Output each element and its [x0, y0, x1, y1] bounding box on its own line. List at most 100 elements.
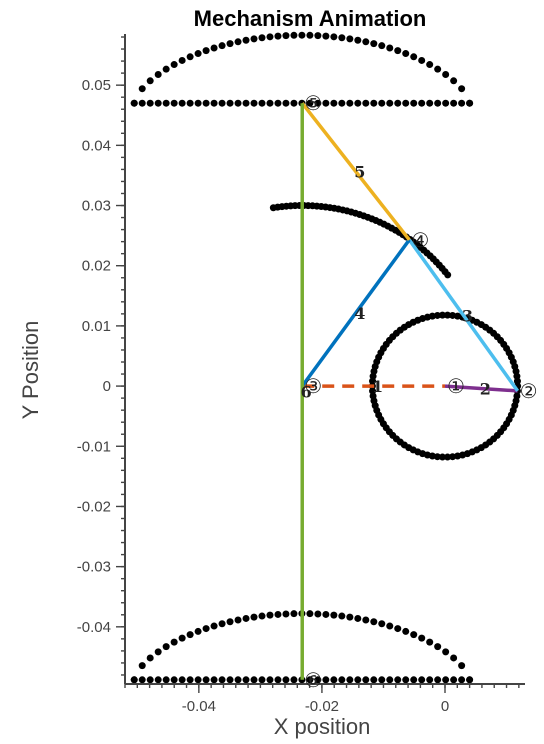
trajectory-path: [131, 32, 473, 107]
trajectory-point: [362, 100, 369, 107]
trajectory-point: [386, 623, 393, 630]
y-tick-label: 0.04: [82, 137, 111, 154]
joint-label: ②: [520, 379, 538, 403]
trajectory-point: [155, 100, 162, 107]
link-label: 2: [480, 379, 491, 398]
trajectory-point: [410, 631, 417, 638]
trajectory-point: [290, 100, 297, 107]
trajectory-point: [227, 618, 234, 625]
trajectory-point: [211, 623, 218, 630]
trajectory-point: [444, 271, 451, 278]
trajectory-point: [338, 676, 345, 683]
trajectory-point: [370, 676, 377, 683]
trajectory-point: [259, 676, 266, 683]
trajectory-point: [282, 610, 289, 617]
trajectory-point: [402, 676, 409, 683]
trajectory-point: [139, 662, 146, 669]
trajectory-point: [426, 61, 433, 68]
trajectory-point: [211, 45, 218, 52]
trajectory-point: [251, 614, 258, 621]
trajectory-point: [147, 676, 154, 683]
trajectory-point: [362, 676, 369, 683]
link-label: 3: [462, 306, 473, 325]
trajectory-point: [163, 676, 170, 683]
trajectory-point: [259, 100, 266, 107]
trajectory-point: [235, 100, 242, 107]
trajectory-point: [243, 37, 250, 44]
trajectory-point: [378, 42, 385, 49]
trajectory-point: [243, 676, 250, 683]
trajectory-point: [322, 33, 329, 40]
trajectory-point: [139, 85, 146, 92]
trajectory-point: [219, 676, 226, 683]
trajectory-point: [155, 676, 162, 683]
trajectory-point: [338, 100, 345, 107]
trajectory-point: [187, 53, 194, 60]
trajectory-point: [370, 40, 377, 47]
trajectory-point: [426, 676, 433, 683]
trajectory-point: [442, 100, 449, 107]
trajectory-point: [386, 45, 393, 52]
trajectory-point: [426, 100, 433, 107]
trajectory-point: [330, 676, 337, 683]
joint-label: ④: [411, 228, 429, 252]
trajectory-point: [171, 61, 178, 68]
y-tick-label: 0.01: [82, 318, 111, 335]
trajectory-point: [131, 676, 138, 683]
trajectory-point: [235, 676, 242, 683]
trajectory-point: [195, 100, 202, 107]
trajectory-point: [362, 617, 369, 624]
y-tick-label: 0.02: [82, 258, 111, 275]
trajectory-point: [259, 613, 266, 620]
trajectory-point: [458, 662, 465, 669]
trajectory-point: [418, 57, 425, 64]
joint-label: ⑤: [304, 91, 322, 115]
trajectory-point: [203, 676, 210, 683]
trajectory-point: [442, 71, 449, 78]
trajectory-point: [290, 32, 297, 39]
trajectory-point: [410, 53, 417, 60]
x-tick-label: -0.02: [305, 698, 339, 715]
trajectory-point: [418, 100, 425, 107]
trajectory-point: [179, 100, 186, 107]
y-tick-label: 0: [103, 378, 111, 395]
trajectory-point: [394, 100, 401, 107]
trajectory-point: [402, 628, 409, 635]
trajectory-point: [131, 100, 138, 107]
trajectory-point: [450, 676, 457, 683]
trajectory-point: [219, 42, 226, 49]
trajectory-point: [219, 620, 226, 627]
trajectory-point: [330, 612, 337, 619]
trajectory-point: [259, 34, 266, 41]
trajectory-point: [322, 611, 329, 618]
trajectory-point: [266, 676, 273, 683]
trajectory-point: [418, 635, 425, 642]
trajectory-point: [434, 100, 441, 107]
trajectory-point: [322, 100, 329, 107]
trajectory-point: [155, 648, 162, 655]
trajectory-point: [442, 648, 449, 655]
x-tick-label: 0: [441, 698, 449, 715]
trajectory-point: [219, 100, 226, 107]
chart-title: Mechanism Animation: [194, 6, 427, 31]
trajectory-point: [139, 676, 146, 683]
trajectory-point: [147, 100, 154, 107]
trajectory-point: [450, 654, 457, 661]
trajectory-point: [346, 100, 353, 107]
trajectory-point: [203, 625, 210, 632]
trajectory-point: [434, 66, 441, 73]
trajectory-point: [386, 100, 393, 107]
trajectory-point: [274, 611, 281, 618]
trajectory-point: [147, 654, 154, 661]
trajectory-point: [330, 100, 337, 107]
trajectory-point: [338, 34, 345, 41]
trajectory-point: [338, 613, 345, 620]
trajectory-point: [266, 100, 273, 107]
trajectory-point: [402, 100, 409, 107]
y-tick-label: 0.03: [82, 198, 111, 215]
link-label: 4: [354, 304, 365, 323]
trajectory-point: [354, 676, 361, 683]
trajectory-point: [155, 71, 162, 78]
trajectory-point: [450, 100, 457, 107]
trajectory-point: [195, 50, 202, 57]
